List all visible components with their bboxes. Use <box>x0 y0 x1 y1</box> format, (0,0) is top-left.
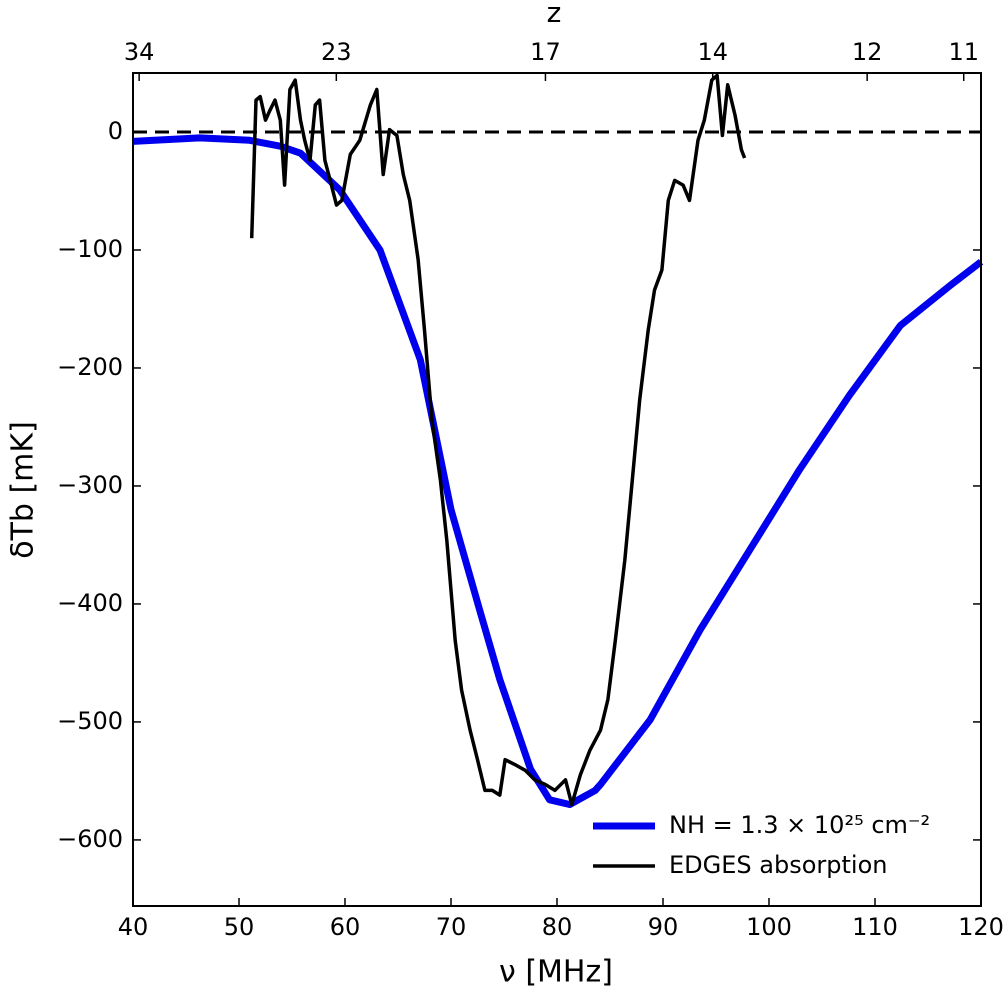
x-tick-label: 70 <box>436 913 467 941</box>
y-tick-label: 0 <box>108 117 123 145</box>
x-tick-label: 90 <box>648 913 679 941</box>
top-tick-label: 17 <box>530 38 561 66</box>
x-tick-label: 120 <box>958 913 1004 941</box>
x-tick-label: 60 <box>330 913 361 941</box>
x-axis-label: ν [MHz] <box>499 955 613 990</box>
y-tick-label: −300 <box>57 471 123 499</box>
legend-label: NH = 1.3 × 10²⁵ cm⁻² <box>669 811 930 839</box>
y-tick-label: −400 <box>57 589 123 617</box>
x-tick-label: 40 <box>118 913 149 941</box>
y-tick-label: −100 <box>57 235 123 263</box>
plot-frame <box>132 72 982 907</box>
y-tick-label: −200 <box>57 353 123 381</box>
x-tick-label: 110 <box>852 913 898 941</box>
x-tick-label: 80 <box>542 913 573 941</box>
x-tick-label: 100 <box>746 913 792 941</box>
top-tick-label: 12 <box>852 38 883 66</box>
y-axis-label: δTb [mK] <box>6 421 41 559</box>
top-tick-label: 14 <box>697 38 728 66</box>
top-tick-label: 23 <box>321 38 352 66</box>
series-line <box>249 73 747 807</box>
legend-label: EDGES absorption <box>669 851 887 879</box>
series-line <box>132 134 984 808</box>
x-tick-label: 50 <box>224 913 255 941</box>
y-tick-label: −600 <box>57 825 123 853</box>
top-tick-label: 11 <box>948 38 979 66</box>
top-tick-label: 34 <box>124 38 155 66</box>
top-axis-label: z <box>547 0 562 29</box>
y-tick-label: −500 <box>57 707 123 735</box>
